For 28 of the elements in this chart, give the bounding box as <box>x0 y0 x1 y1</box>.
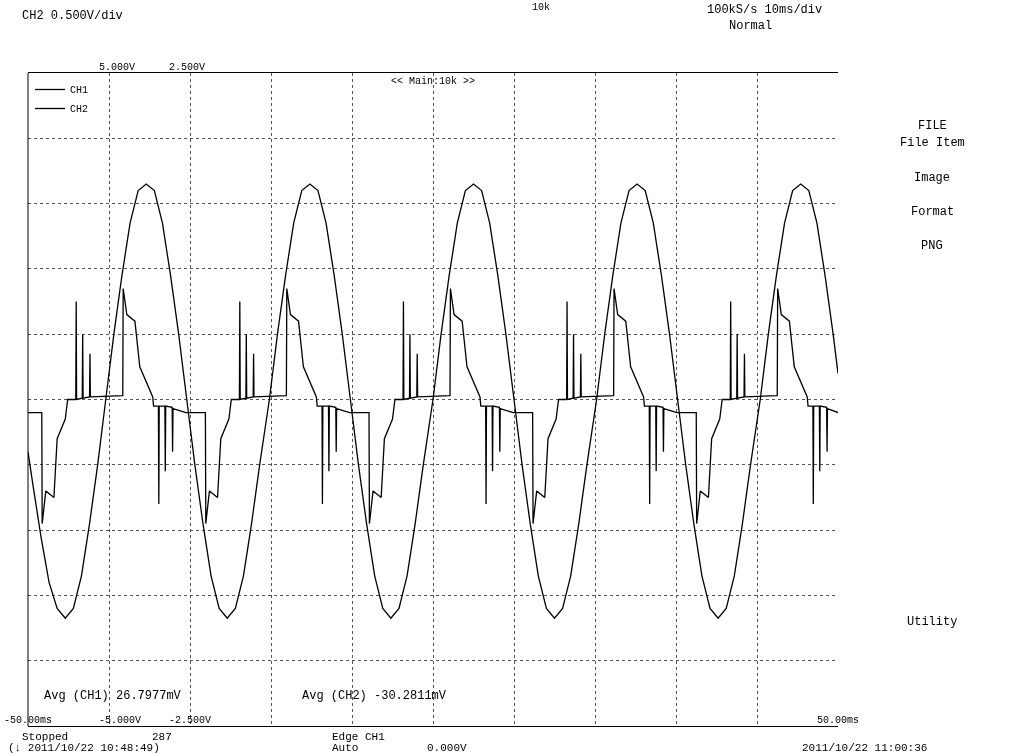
x-tick-label: 50.00ms <box>816 715 860 726</box>
text: Normal <box>729 19 773 33</box>
text: Auto <box>332 742 359 754</box>
text: File Item <box>900 136 965 150</box>
text: 287 <box>152 731 172 743</box>
y2-tick-label: 2.500V <box>169 61 206 73</box>
legend-label: CH2 <box>70 104 89 116</box>
legend-label: CH1 <box>70 85 89 97</box>
text: Stopped <box>22 731 69 743</box>
y-tick-label: -5.000V <box>99 714 142 726</box>
y2-tick-label: -2.500V <box>169 714 212 726</box>
text: FILE <box>918 119 947 133</box>
x-tick-label: -50.00ms <box>3 715 53 726</box>
text: 0.000V <box>427 742 468 754</box>
text: Format <box>911 205 955 219</box>
annotation: Avg (CH1) 26.7977mV <box>44 689 182 703</box>
text: Utility <box>907 615 958 629</box>
text: CH2 0.500V/div <box>22 9 123 23</box>
text: Image <box>914 171 951 185</box>
text: 2011/10/22 11:00:36 <box>802 742 928 754</box>
annotation: Avg (CH2) -30.2811mV <box>302 689 447 703</box>
text: PNG <box>921 239 943 253</box>
y-tick-label: 5.000V <box>99 61 136 73</box>
text: (↓ 2011/10/22 10:48:49) <box>8 742 160 754</box>
annotation: << Main:10k >> <box>391 76 476 87</box>
text: 100kS/s 10ms/div <box>707 3 823 17</box>
text: Edge CH1 <box>332 731 386 743</box>
text: 10k <box>532 2 551 13</box>
